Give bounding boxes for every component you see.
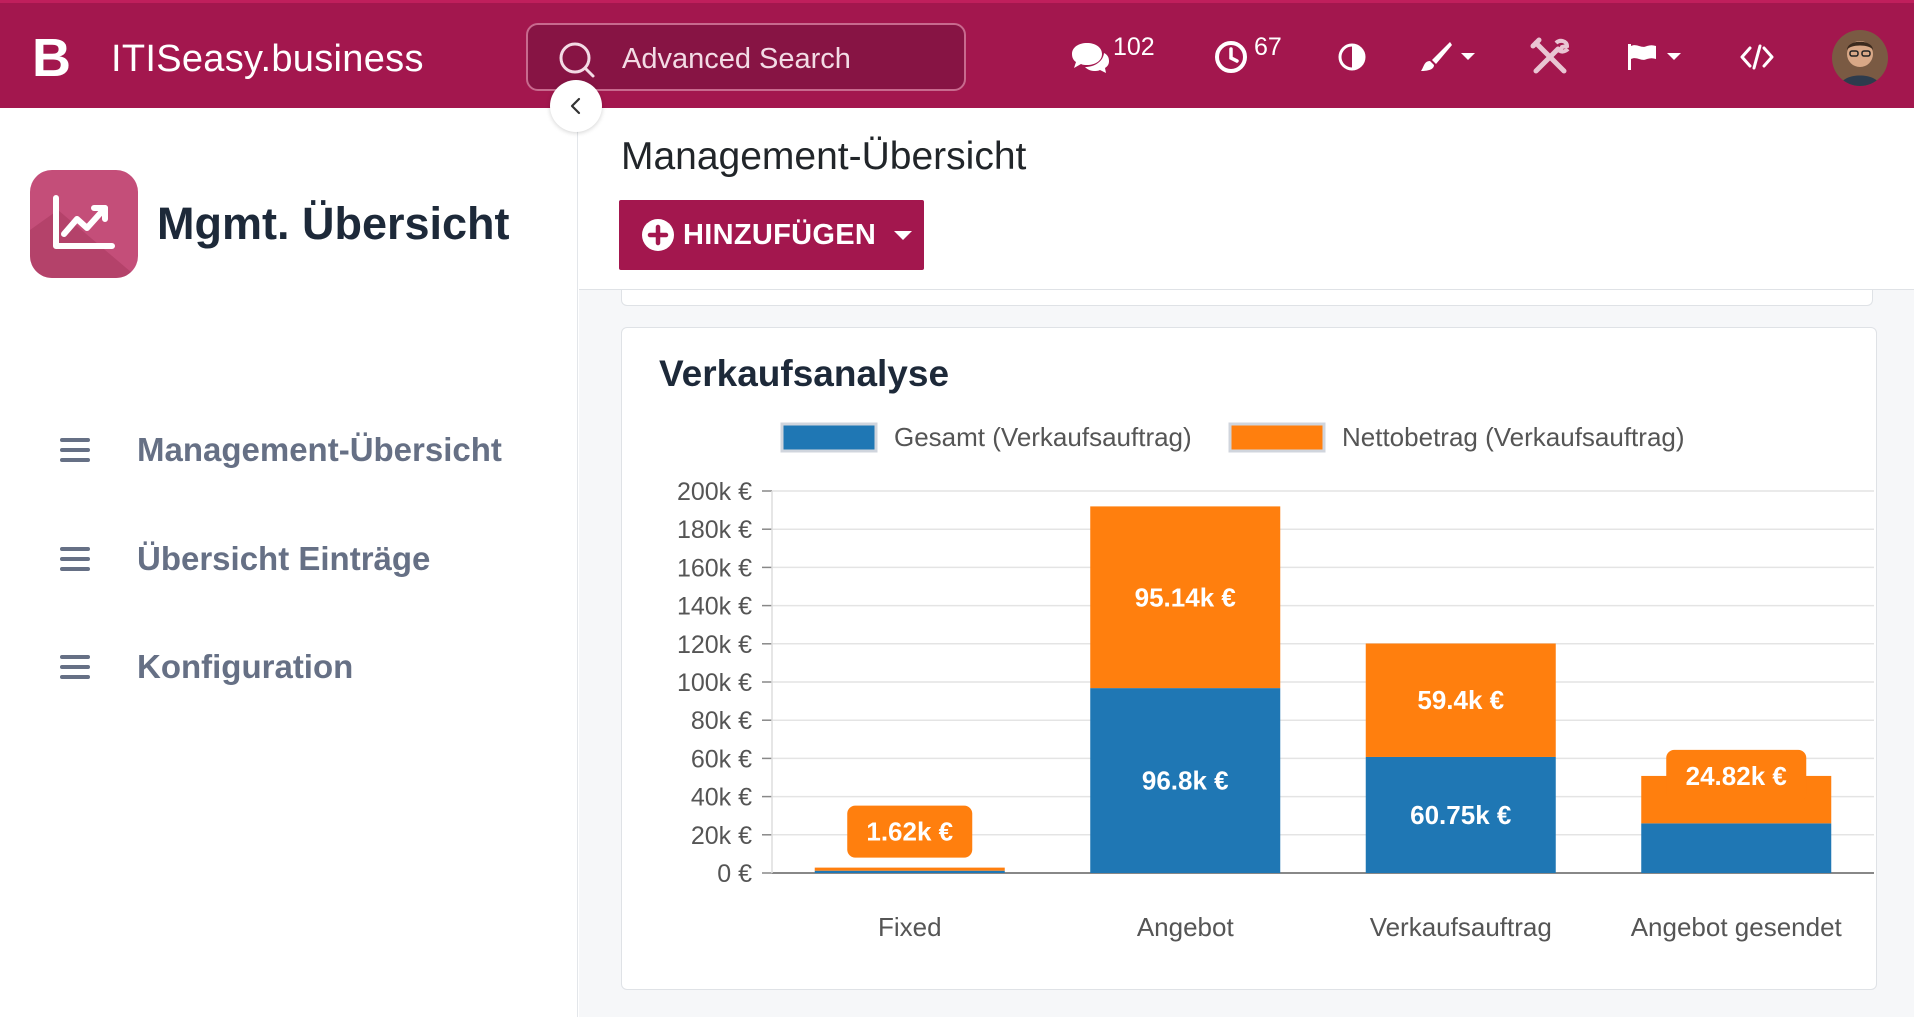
data-label-box [847, 805, 973, 858]
data-label: 59.4k € [1417, 685, 1504, 715]
legend-swatch [780, 422, 878, 453]
sidebar-item-management-overview[interactable]: Management-Übersicht [60, 425, 502, 475]
page-header: Management-Übersicht HINZUFÜGEN [579, 108, 1914, 290]
main-content: Management-Übersicht HINZUFÜGEN Verkaufs… [579, 108, 1914, 1017]
activities-button[interactable] [1213, 29, 1249, 85]
menu-icon [60, 547, 92, 571]
menu-icon [60, 655, 92, 679]
page-title: Management-Übersicht [621, 135, 1027, 178]
caret-down-icon [894, 230, 913, 240]
data-label: 60.75k € [1410, 800, 1511, 830]
sidebar-collapse-button[interactable] [550, 80, 602, 132]
data-label: 24.82k € [1686, 761, 1787, 791]
contrast-icon [1338, 43, 1366, 71]
y-tick-label: 140k € [677, 593, 752, 621]
y-tick-label: 20k € [691, 822, 752, 850]
x-tick-label: Angebot [1137, 912, 1235, 942]
sidebar-item-label: Übersicht Einträge [137, 540, 431, 577]
trend-chart-icon [30, 195, 138, 278]
search-box[interactable]: Advanced Search [526, 23, 966, 91]
bar-segment [1641, 823, 1832, 873]
legend-label: Gesamt (Verkaufsauftrag) [894, 422, 1192, 452]
sidebar-item-label: Konfiguration [137, 648, 354, 685]
collapsed-card [621, 290, 1873, 306]
data-label: 96.8k € [1142, 766, 1229, 796]
sidebar-item-label: Management-Übersicht [137, 431, 502, 468]
code-button[interactable] [1740, 29, 1774, 85]
x-tick-label: Fixed [878, 912, 942, 942]
y-tick-label: 40k € [691, 784, 752, 812]
sales-analysis-card: Verkaufsanalyse Gesamt (Verkaufsauftrag)… [621, 327, 1877, 990]
app-title: Mgmt. Übersicht [157, 198, 510, 249]
bar-segment [1090, 688, 1281, 873]
search-icon [559, 42, 595, 78]
y-tick-label: 0 € [717, 860, 752, 888]
avatar-image [1832, 30, 1888, 86]
messages-count: 102 [1113, 33, 1155, 61]
y-tick-label: 60k € [691, 745, 752, 773]
app-icon [30, 170, 138, 278]
bar-segment [1365, 643, 1556, 757]
messages-button[interactable] [1068, 29, 1110, 85]
x-tick-label: Angebot gesendet [1631, 912, 1843, 942]
chevron-down-icon [1667, 53, 1681, 60]
sidebar-item-configuration[interactable]: Konfiguration [60, 642, 353, 692]
y-tick-label: 180k € [677, 516, 752, 544]
brush-icon [1421, 42, 1452, 71]
y-tick-label: 100k € [677, 669, 752, 697]
y-tick-label: 200k € [677, 478, 752, 506]
sidebar: Mgmt. Übersicht Management-Übersicht Übe… [0, 108, 578, 1017]
chat-icon [1072, 43, 1109, 73]
top-navbar: B ITISeasy.business Advanced Search 102 … [0, 0, 1914, 108]
chevron-down-icon [1461, 53, 1475, 60]
clock-icon [1215, 41, 1247, 73]
y-tick-label: 80k € [691, 707, 752, 735]
chevron-left-icon [570, 97, 581, 115]
user-avatar[interactable] [1832, 30, 1888, 86]
bar-segment [814, 870, 1005, 873]
sales-analysis-chart: Gesamt (Verkaufsauftrag) Nettobetrag (Ver… [677, 422, 1874, 942]
theme-toggle-button[interactable] [1337, 29, 1367, 85]
search-input[interactable]: Advanced Search [622, 43, 851, 75]
bar-segment [814, 867, 1005, 871]
data-label: 1.62k € [866, 817, 953, 847]
plus-circle-icon [642, 219, 674, 251]
brand-logo[interactable]: B [32, 28, 71, 88]
brand-name[interactable]: ITISeasy.business [111, 38, 424, 80]
language-dropdown[interactable] [1626, 29, 1682, 85]
add-button-label: HINZUFÜGEN [683, 218, 877, 251]
data-label: 95.14k € [1135, 582, 1236, 612]
legend-swatch [1228, 422, 1326, 453]
bar-segment [1365, 756, 1556, 873]
add-button[interactable]: HINZUFÜGEN [619, 200, 924, 270]
chart-title: Verkaufsanalyse [659, 353, 950, 394]
developer-tools-button[interactable] [1530, 29, 1570, 85]
bar-segment [1090, 506, 1281, 689]
legend-label: Nettobetrag (Verkaufsauftrag) [1342, 422, 1685, 452]
flag-icon [1628, 44, 1656, 70]
customize-dropdown[interactable] [1418, 29, 1476, 85]
x-tick-label: Verkaufsauftrag [1370, 912, 1552, 942]
y-tick-label: 120k € [677, 631, 752, 659]
data-label-box [1666, 749, 1807, 802]
activities-count: 67 [1254, 33, 1282, 61]
sidebar-item-entries-overview[interactable]: Übersicht Einträge [60, 534, 430, 584]
tools-icon [1530, 37, 1570, 74]
code-icon [1740, 44, 1774, 70]
menu-icon [60, 438, 92, 462]
y-tick-label: 160k € [677, 554, 752, 582]
